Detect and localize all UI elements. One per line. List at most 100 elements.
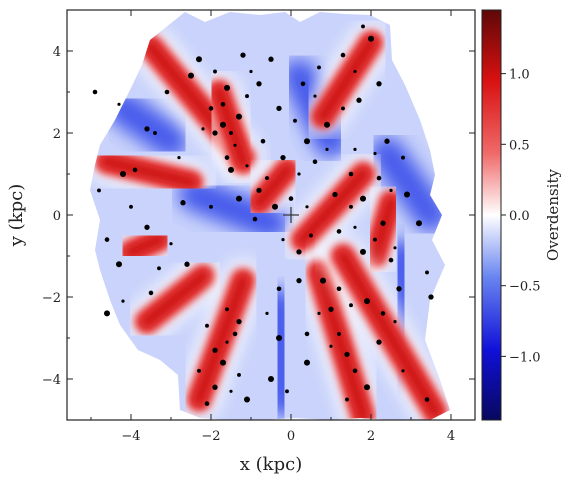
star-cluster-point [177,156,181,160]
star-cluster-point [204,401,210,406]
star-cluster-point [349,204,353,209]
star-cluster-point [268,376,274,382]
star-cluster-point [361,24,365,29]
star-cluster-point [317,311,321,315]
x-tick-label: 0 [287,429,295,444]
star-cluster-point [188,72,194,79]
star-cluster-point [252,216,258,222]
star-cluster-point [205,323,209,328]
y-tick-label: 4 [53,45,61,60]
star-cluster-point [212,347,218,353]
star-cluster-point [337,331,341,336]
star-cluster-point [276,286,282,292]
star-cluster-point [276,335,282,341]
star-cluster-point [144,224,150,230]
star-cluster-point [104,237,110,242]
x-axis-label: x (kpc) [240,454,302,475]
star-cluster-point [393,320,397,324]
star-cluster-point [276,105,282,112]
star-cluster-point [320,277,326,284]
star-cluster-point [228,166,234,173]
star-cluster-point [364,384,370,391]
star-cluster-point [272,203,278,210]
star-cluster-point [393,246,397,250]
x-tick-label: 2 [367,429,375,444]
star-cluster-point [288,196,294,201]
star-cluster-point [148,290,154,296]
star-cluster-point [428,294,434,300]
star-cluster-point [92,89,98,95]
star-cluster-point [220,359,226,366]
star-cluster-point [220,121,226,128]
star-cluster-point [268,56,274,62]
star-cluster-point [201,127,205,131]
star-cluster-point [157,266,161,271]
star-cluster-point [236,113,242,120]
star-cluster-point [401,369,405,373]
star-cluster-point [229,389,233,393]
star-cluster-point [368,35,374,42]
star-cluster-point [260,138,266,144]
star-cluster-point [341,106,345,111]
star-cluster-point [212,130,218,136]
colorbar-tick-label: 0.0 [509,209,530,224]
star-cluster-point [129,204,133,209]
star-cluster-point [180,200,186,206]
star-cluster-point [348,171,354,177]
star-cluster-point [353,69,357,74]
star-cluster-point [280,154,286,161]
star-cluster-point [360,248,366,255]
star-cluster-point [313,94,317,98]
colorbar-tick-label: 0.5 [509,138,530,153]
star-cluster-point [356,97,362,103]
x-tick-label: −4 [121,429,140,444]
overdense-arm-7 [127,256,223,342]
star-cluster-point [384,138,390,144]
plot-area: −4 −2 0 2 4 −4 −2 0 2 4 [42,9,476,444]
y-axis-label: y (kpc) [6,184,27,247]
star-cluster-point [380,220,386,226]
overdense-arm-8 [179,260,263,420]
star-cluster-point [236,318,242,325]
x-ticks: −4 −2 0 2 4 [90,10,455,444]
star-cluster-point [265,311,269,315]
star-cluster-point [352,368,358,374]
star-cluster-point [332,191,338,198]
star-cluster-point [213,69,217,74]
star-cluster-point [209,204,213,209]
star-cluster-point [312,159,318,164]
star-cluster-point [336,286,342,292]
star-cluster-point [196,56,202,63]
star-cluster-point [328,306,334,312]
star-cluster-point [244,396,250,403]
y-tick-label: 0 [53,209,61,224]
star-cluster-point [416,220,422,227]
y-ticks: −4 −2 0 2 4 [42,9,475,421]
star-cluster-point [376,339,382,345]
star-cluster-point [232,331,238,337]
star-cluster-point [349,303,353,308]
star-cluster-point [212,384,218,390]
star-cluster-point [388,257,394,263]
star-cluster-point [373,151,377,156]
star-cluster-point [404,191,410,198]
star-cluster-point [376,175,382,181]
star-cluster-point [396,286,402,292]
star-cluster-point [240,52,246,58]
y-tick-label: 2 [53,127,61,142]
star-cluster-point [233,143,237,147]
star-cluster-point [220,102,226,107]
colorbar-label: Overdensity [544,169,562,261]
star-cluster-point [224,155,230,160]
star-cluster-point [117,102,121,106]
star-cluster-point [329,344,333,348]
x-tick-label: 4 [447,429,455,444]
star-cluster-point [309,233,313,238]
star-cluster-point [144,126,150,132]
star-cluster-point [281,238,285,242]
star-cluster-point [340,52,346,58]
star-cluster-point [120,171,126,177]
overdense-arm-5 [283,154,383,260]
star-cluster-point [360,195,366,202]
